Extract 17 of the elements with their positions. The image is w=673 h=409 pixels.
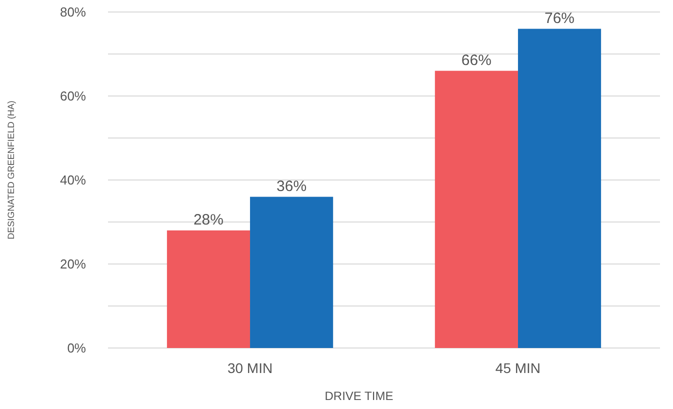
data-label: 28% <box>193 211 224 228</box>
bar <box>518 28 602 348</box>
bar <box>166 230 250 348</box>
bar <box>434 70 518 348</box>
data-label: 36% <box>276 178 307 195</box>
x-tick-label: 45 MIN <box>495 360 541 376</box>
y-tick-label: 0% <box>67 340 86 356</box>
y-tick-label: 60% <box>60 88 86 104</box>
data-label: 76% <box>544 10 575 27</box>
x-axis-title: DRIVE TIME <box>324 389 394 403</box>
y-axis-title: DESIGNATED GREENFIELD (HA) <box>6 100 16 240</box>
y-tick-label: 20% <box>60 256 86 272</box>
x-tick-label: 30 MIN <box>227 360 273 376</box>
data-label: 66% <box>461 52 492 69</box>
y-tick-label: 80% <box>60 4 86 20</box>
y-tick-label: 40% <box>60 172 86 188</box>
bar <box>250 196 334 348</box>
